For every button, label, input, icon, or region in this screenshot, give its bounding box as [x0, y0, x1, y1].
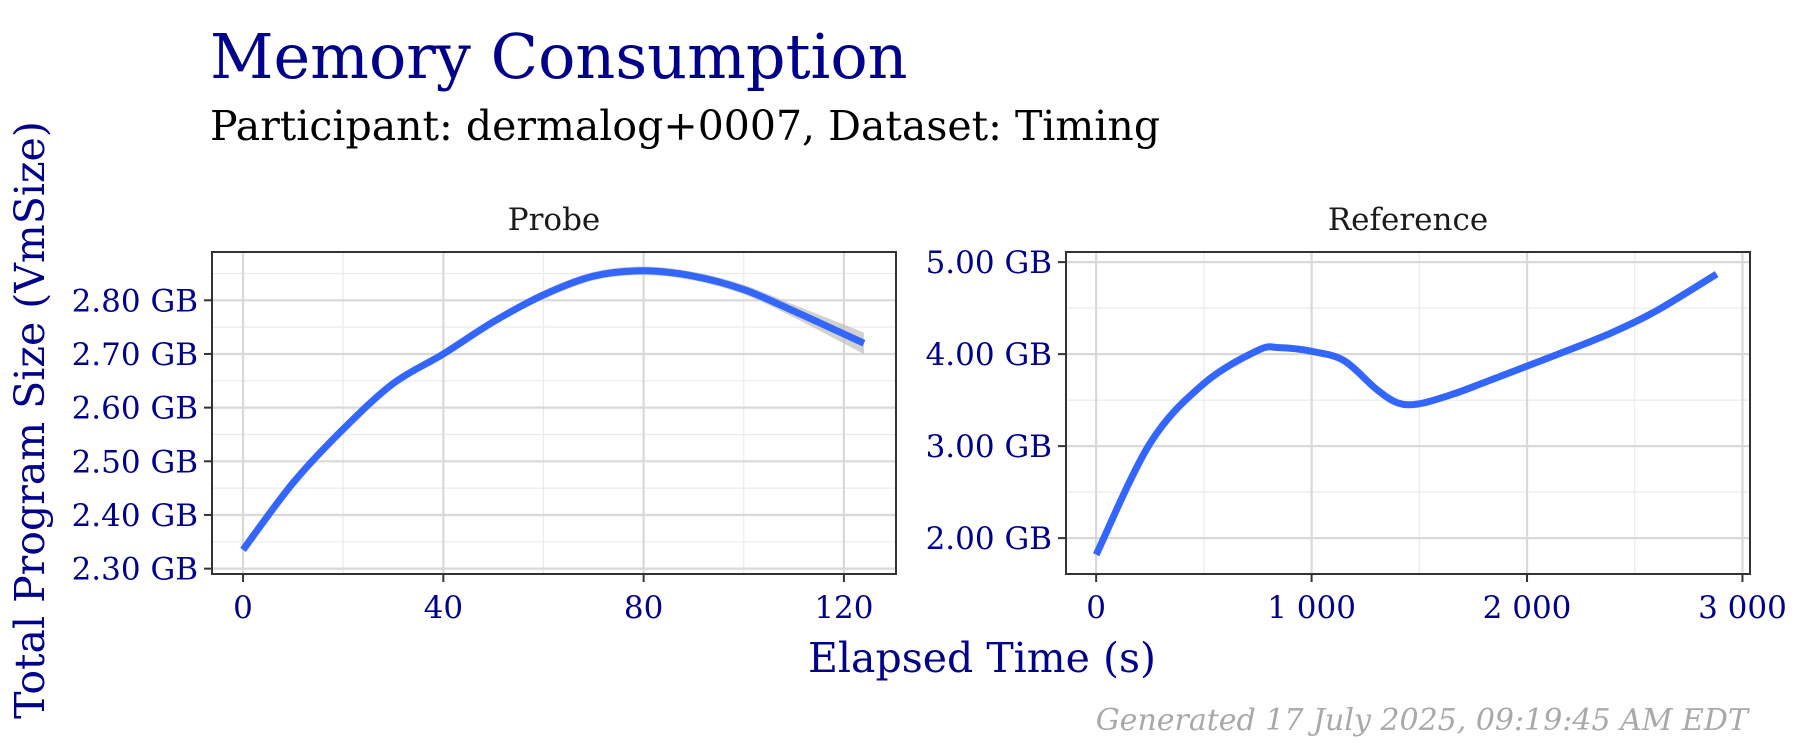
y-tick-label: 2.50 GB	[72, 444, 198, 480]
series-line	[240, 267, 866, 552]
x-tick-label: 80	[624, 590, 663, 626]
chart-subtitle: Participant: dermalog+0007, Dataset: Tim…	[210, 102, 1160, 150]
chart-caption: Generated 17 July 2025, 09:19:45 AM EDT	[1096, 703, 1750, 738]
y-tick-label: 2.30 GB	[72, 552, 198, 588]
y-axis-label: Total Program Size (VmSize)	[6, 121, 54, 719]
facet-label: Reference	[1328, 202, 1488, 238]
reference-panel: Reference 0 1 000 2 000 3 000 2.00 GB 3.00 GB 4…	[926, 202, 1787, 626]
panel-border	[1065, 251, 1751, 575]
x-tick-label: 3 000	[1698, 590, 1787, 626]
y-tick-label: 2.60 GB	[72, 391, 198, 427]
y-tick-label: 2.80 GB	[72, 283, 198, 319]
y-tick-label: 4.00 GB	[926, 337, 1052, 373]
x-tick-label: 120	[814, 590, 873, 626]
series-line	[1093, 271, 1719, 557]
y-tick-label: 2.40 GB	[72, 498, 198, 534]
chart-title: Memory Consumption	[210, 20, 908, 93]
x-tick-label: 40	[424, 590, 463, 626]
x-tick-label: 2 000	[1483, 590, 1572, 626]
x-tick-label: 0	[1086, 590, 1106, 626]
y-tick-label: 3.00 GB	[926, 429, 1052, 465]
panel-border	[211, 251, 897, 575]
y-tick-label: 2.00 GB	[926, 521, 1052, 557]
facet-label: Probe	[508, 202, 601, 238]
probe-panel: Probe 0 40 80 120 2.30 GB 2.40 GB 2.50 GB 2.60 G…	[72, 202, 897, 626]
y-tick-label: 5.00 GB	[926, 245, 1052, 281]
confidence-band	[243, 266, 864, 552]
x-tick-label: 0	[233, 590, 253, 626]
x-axis-label: Elapsed Time (s)	[808, 634, 1156, 682]
x-tick-label: 1 000	[1267, 590, 1356, 626]
y-tick-label: 2.70 GB	[72, 337, 198, 373]
